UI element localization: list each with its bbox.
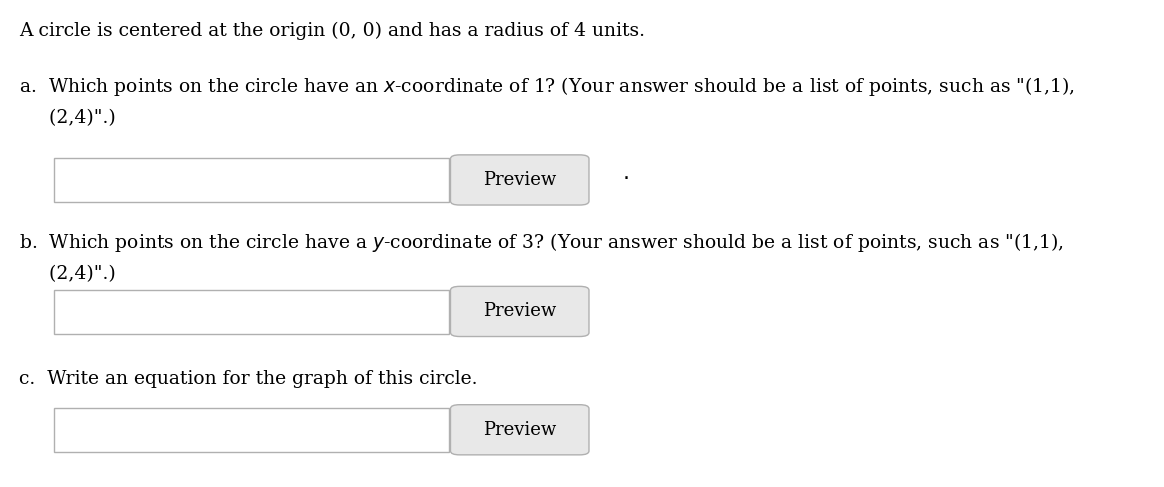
Text: (2,4)".): (2,4)".)	[19, 110, 115, 128]
Text: A circle is centered at the origin (0, 0) and has a radius of 4 units.: A circle is centered at the origin (0, 0…	[19, 22, 645, 40]
FancyBboxPatch shape	[54, 158, 449, 202]
FancyBboxPatch shape	[450, 155, 589, 205]
FancyBboxPatch shape	[54, 408, 449, 452]
Text: c.  Write an equation for the graph of this circle.: c. Write an equation for the graph of th…	[19, 370, 477, 388]
Text: (2,4)".): (2,4)".)	[19, 265, 115, 283]
Text: b.  Which points on the circle have a $y$-coordinate of 3? (Your answer should b: b. Which points on the circle have a $y$…	[19, 231, 1064, 254]
FancyBboxPatch shape	[54, 290, 449, 334]
FancyBboxPatch shape	[450, 405, 589, 455]
Text: a.  Which points on the circle have an $x$-coordinate of 1? (Your answer should : a. Which points on the circle have an $x…	[19, 75, 1074, 98]
Text: Preview: Preview	[483, 171, 556, 189]
Text: ·: ·	[623, 169, 630, 189]
Text: Preview: Preview	[483, 421, 556, 439]
Text: Preview: Preview	[483, 302, 556, 320]
FancyBboxPatch shape	[450, 286, 589, 337]
